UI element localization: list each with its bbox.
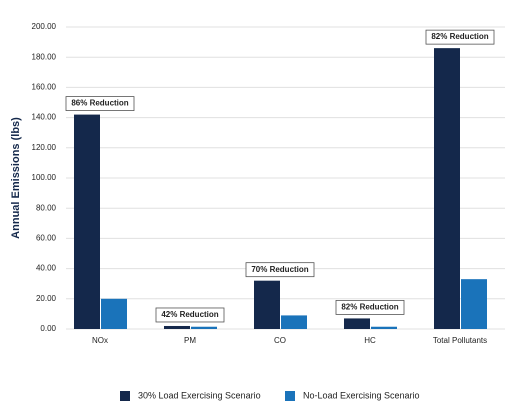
y-tick-label: 60.00: [36, 234, 57, 243]
bar: [281, 315, 307, 329]
x-tick-label: Total Pollutants: [433, 336, 487, 345]
y-tick-label: 40.00: [36, 264, 57, 273]
y-tick-label: 180.00: [32, 52, 57, 61]
annotation: 82% Reduction: [341, 303, 398, 312]
bar: [461, 279, 487, 329]
y-tick-label: 120.00: [32, 143, 57, 152]
bar: [371, 326, 397, 329]
annotation: 86% Reduction: [71, 99, 128, 108]
annotation: 82% Reduction: [431, 32, 488, 41]
annotation: 70% Reduction: [251, 265, 308, 274]
bar: [191, 326, 217, 329]
x-tick-label: CO: [274, 336, 286, 345]
y-tick-label: 140.00: [32, 113, 57, 122]
bar: [74, 114, 100, 329]
bar: [254, 280, 280, 329]
bar: [434, 48, 460, 329]
y-tick-label: 80.00: [36, 203, 57, 212]
y-tick-label: 0.00: [40, 324, 56, 333]
x-tick-label: HC: [364, 336, 376, 345]
annotation-box: [65, 96, 135, 111]
annotation-box: [335, 300, 405, 315]
y-axis-label: Annual Emissions (lbs): [10, 117, 22, 239]
annotation-box: [245, 262, 315, 278]
y-tick-label: 20.00: [36, 294, 57, 303]
legend-swatch: [120, 391, 130, 401]
bar: [101, 298, 127, 329]
y-tick-label: 160.00: [32, 83, 57, 92]
bar: [344, 318, 370, 329]
legend-label: No-Load Exercising Scenario: [303, 390, 420, 400]
legend-label: 30% Load Exercising Scenario: [138, 390, 261, 400]
y-tick-label: 200.00: [32, 22, 57, 31]
x-tick-label: PM: [184, 336, 196, 345]
y-tick-label: 100.00: [32, 173, 57, 182]
x-tick-label: NOx: [92, 336, 108, 345]
annotation: 42% Reduction: [161, 310, 218, 319]
legend-swatch: [285, 391, 295, 401]
annotation-box: [425, 29, 495, 45]
bar: [164, 325, 190, 329]
annotation-box: [155, 307, 225, 323]
